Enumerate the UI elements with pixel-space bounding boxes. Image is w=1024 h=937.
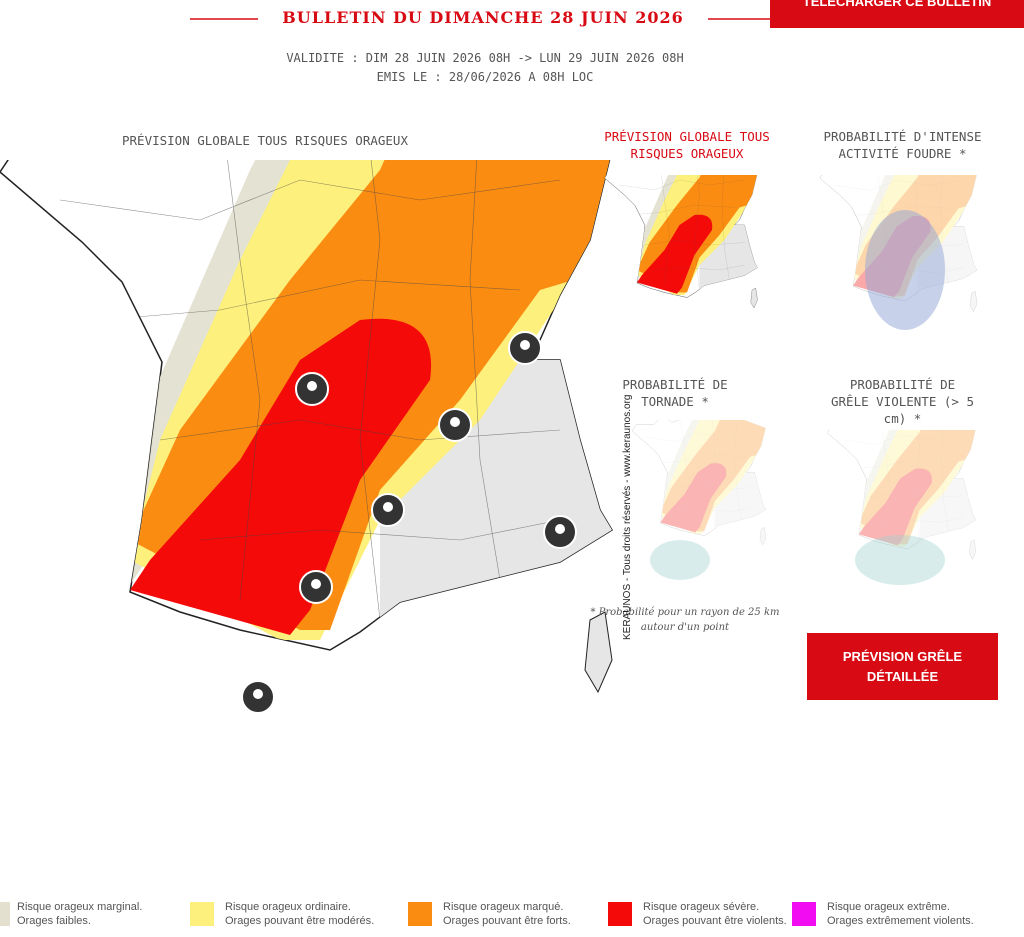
legend-text: Orages pouvant être forts. [443, 915, 571, 927]
legend-text: Orages extrêmement violents. [827, 915, 974, 927]
issued: EMIS LE : 28/06/2026 A 08H LOC [376, 70, 594, 84]
download-button[interactable]: TÉLÉCHARGER CE BULLETIN [802, 0, 992, 9]
legend-text: Risque orageux marqué. [443, 901, 564, 913]
legend-text: Risque orageux marginal. [17, 901, 143, 913]
watermark: KERAUNOS - Tous droits réservés - www.ke… [622, 394, 633, 640]
legend-text: Risque orageux ordinaire. [225, 901, 351, 913]
legend-swatch [792, 902, 816, 926]
legend-swatch [190, 902, 214, 926]
thumbnail-title[interactable]: PROBABILITÉ DE GRÊLE VIOLENTE (> 5 cm) * [831, 377, 974, 426]
legend-swatch [0, 902, 10, 926]
legend-text: Risque orageux sévère. [643, 901, 760, 913]
thumbnail-title[interactable]: PROBABILITÉ D'INTENSE ACTIVITÉ FOUDRE * [823, 129, 982, 161]
validity: VALIDITE : DIM 28 JUIN 2026 08H -> LUN 2… [286, 51, 684, 65]
legend-text: Orages pouvant être modérés. [225, 915, 375, 927]
legend-swatch [608, 902, 632, 926]
hail-button[interactable]: PRÉVISION GRÊLE DÉTAILLÉE [842, 649, 963, 684]
legend-text: Orages faibles. [17, 915, 91, 927]
thumbnail-title[interactable]: PROBABILITÉ DE TORNADE * [622, 377, 728, 409]
legend-swatch [408, 902, 432, 926]
legend: Risque orageux marginal. Orages faibles. R… [0, 900, 1024, 930]
thumbnail-title[interactable]: PRÉVISION GLOBALE TOUS RISQUES ORAGEUX [604, 129, 770, 161]
main-map-title: PRÉVISION GLOBALE TOUS RISQUES ORAGEUX [122, 133, 408, 148]
bulletin-title: BULLETIN DU DIMANCHE 28 JUIN 2026 [282, 8, 684, 27]
footnote: * Probabilité pour un rayon de 25 km aut… [590, 607, 780, 633]
legend-text: Orages pouvant être violents. [643, 915, 787, 927]
legend-text: Risque orageux extrême. [827, 901, 950, 913]
